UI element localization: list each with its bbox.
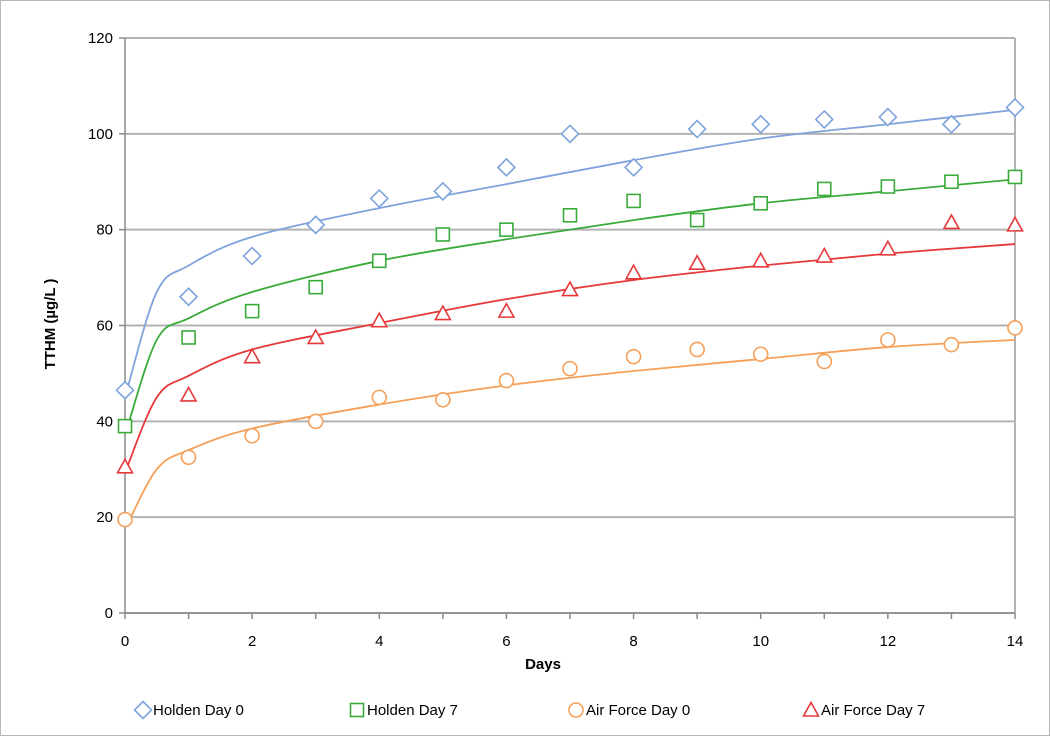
circle-marker [180, 449, 197, 466]
triangle-marker [433, 304, 452, 321]
triangle-marker [370, 311, 389, 328]
square-marker [944, 174, 959, 190]
x-tick-label: 4 [375, 633, 383, 650]
square-marker [880, 179, 896, 194]
diamond-marker [623, 157, 644, 178]
triangle-marker [561, 280, 579, 297]
y-tick-label: 40 [96, 413, 113, 430]
legend-label: Holden Day 7 [367, 702, 458, 719]
square-marker [1007, 169, 1023, 185]
y-axis-title: TTHM (µg/L ) [42, 279, 59, 370]
legend: Holden Day 0 Holden Day 7 Air Force Day 0 A… [133, 700, 925, 720]
square-marker [371, 253, 387, 269]
trend-lines [125, 108, 1016, 528]
triangle-marker [688, 254, 707, 271]
triangle-marker [815, 246, 834, 263]
legend-label: Holden Day 0 [153, 702, 244, 719]
y-tick-label: 120 [88, 30, 113, 47]
triangle-marker [497, 301, 516, 318]
y-tick-label: 80 [96, 222, 113, 239]
circle-marker [1007, 320, 1023, 336]
diamond-marker [814, 109, 834, 130]
legend-label: Air Force Day 7 [821, 702, 925, 719]
x-axis-title: Days [525, 656, 561, 673]
square-marker [626, 193, 641, 209]
diamond-marker [751, 114, 771, 134]
diamond-marker [878, 107, 898, 127]
square-marker [689, 212, 705, 228]
legend-item-1: Holden Day 7 [349, 702, 458, 719]
diamond-marker [306, 215, 326, 235]
diamond-marker [560, 124, 580, 144]
x-tick-label: 10 [752, 633, 769, 650]
legend-diamond-icon [133, 700, 153, 720]
trend-line-1 [125, 178, 1016, 432]
diamond-marker [178, 287, 199, 307]
diamond-marker [433, 181, 453, 201]
data-points [115, 97, 1025, 528]
diamond-marker [496, 157, 517, 178]
diamond-marker [687, 119, 707, 139]
square-marker [117, 418, 133, 434]
square-marker [562, 207, 578, 223]
square-marker [308, 279, 324, 295]
triangle-marker [624, 263, 643, 280]
y-tick-label: 0 [105, 605, 113, 622]
circle-marker [625, 348, 642, 365]
diamond-marker [941, 114, 962, 134]
square-marker [499, 222, 514, 237]
y-tick-label: 20 [96, 509, 113, 526]
legend-item-0: Holden Day 0 [133, 700, 244, 720]
y-tick-label: 100 [88, 126, 113, 143]
legend-circle-icon [568, 702, 584, 718]
circle-marker [307, 413, 324, 430]
triangle-marker [243, 347, 262, 364]
square-marker [244, 303, 260, 319]
legend-item-3: Air Force Day 7 [802, 700, 925, 719]
x-tick-label: 0 [121, 633, 129, 650]
circle-marker [498, 372, 515, 389]
y-tick-label: 60 [96, 318, 113, 335]
x-tick-label: 8 [629, 633, 637, 650]
diamond-marker [115, 380, 135, 400]
square-marker [753, 196, 769, 211]
trend-line-0 [125, 108, 1016, 393]
triangle-marker [1006, 215, 1024, 232]
diamond-marker [1005, 97, 1025, 118]
x-tick-label: 14 [1007, 633, 1024, 650]
circle-marker [371, 389, 388, 406]
circle-marker [752, 346, 769, 363]
triangle-marker [878, 239, 897, 256]
x-tick-label: 12 [880, 633, 897, 650]
circle-marker [562, 360, 578, 377]
triangle-marker [306, 328, 325, 345]
square-marker [435, 227, 451, 242]
circle-marker [244, 427, 260, 444]
legend-triangle-icon [802, 700, 820, 717]
legend-item-2: Air Force Day 0 [568, 702, 690, 719]
trend-line-3 [125, 243, 1016, 470]
circle-marker [880, 332, 896, 348]
tick-labels: 0 20 40 60 80 100 120 0 2 4 6 8 10 12 14 [88, 30, 1023, 650]
circle-marker [943, 336, 960, 353]
x-tick-label: 2 [248, 633, 256, 650]
circle-marker [435, 391, 451, 408]
triangle-marker [116, 457, 134, 474]
square-marker [181, 330, 196, 345]
circle-marker [117, 511, 133, 528]
square-marker [816, 181, 832, 197]
circle-marker [816, 353, 833, 370]
legend-label: Air Force Day 0 [586, 702, 690, 719]
triangle-marker [179, 385, 198, 402]
triangle-marker [751, 251, 770, 268]
legend-square-icon [349, 702, 365, 718]
x-tick-label: 6 [502, 633, 510, 650]
diamond-marker [242, 246, 262, 266]
circle-marker [689, 341, 705, 358]
diamond-marker [369, 188, 389, 209]
triangle-marker [942, 213, 961, 230]
